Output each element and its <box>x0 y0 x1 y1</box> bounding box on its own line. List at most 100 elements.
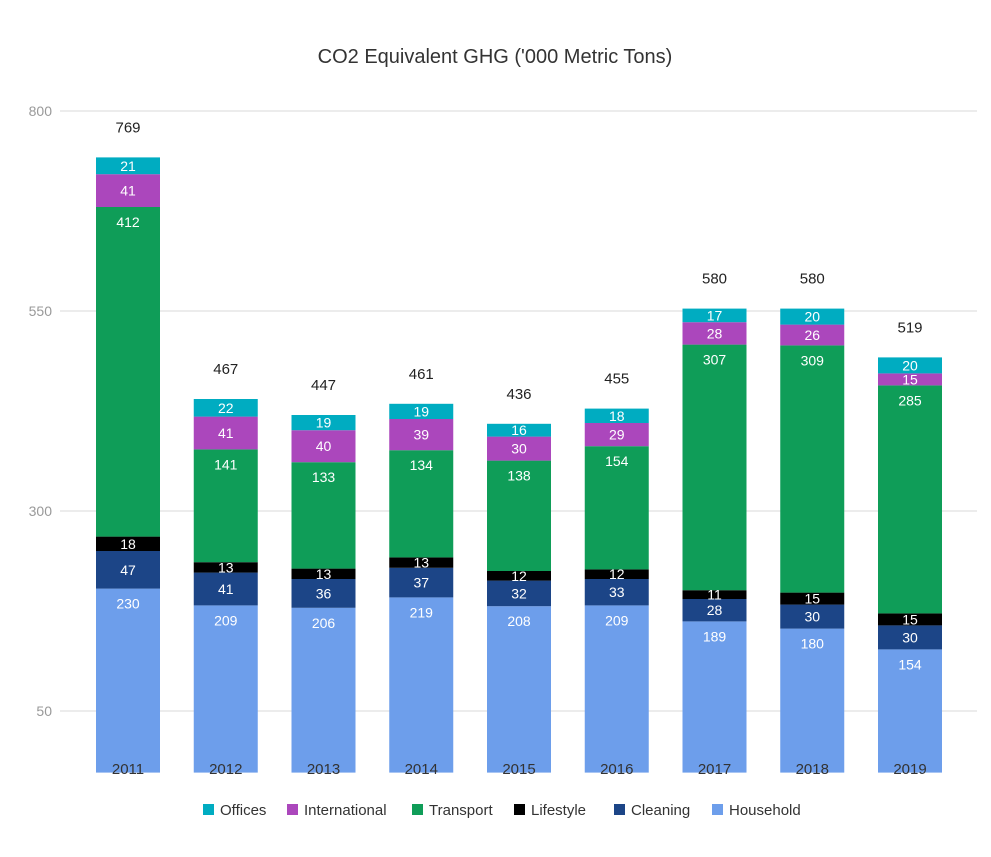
bar-segment-offices <box>389 403 454 419</box>
segment-value-label: 41 <box>218 581 234 597</box>
legend-label-international: International <box>304 802 387 819</box>
segment-value-label: 309 <box>801 352 825 368</box>
segment-value-label: 20 <box>804 309 820 325</box>
bar-segment-transport <box>780 345 845 593</box>
bar-segment-lifestyle <box>193 562 258 573</box>
x-tick-label: 2014 <box>405 761 438 778</box>
bar-segment-transport <box>291 462 356 569</box>
bars <box>96 157 942 773</box>
bar-total-label: 580 <box>702 271 727 288</box>
segment-value-label: 13 <box>316 566 332 582</box>
x-tick-label: 2011 <box>112 761 144 778</box>
bar-segment-household <box>682 621 747 773</box>
segment-value-label: 28 <box>707 602 723 618</box>
segment-value-label: 18 <box>120 536 136 552</box>
bar-segment-lifestyle <box>291 568 356 579</box>
bar-segment-cleaning <box>389 567 454 598</box>
segment-value-label: 134 <box>410 457 434 473</box>
legend-swatch-cleaning <box>614 804 625 815</box>
y-axis-ticks: 50 300 550 800 <box>29 103 53 719</box>
segment-value-label: 13 <box>413 555 429 571</box>
bar-segment-cleaning <box>584 579 649 606</box>
bar-segment-lifestyle <box>487 571 551 581</box>
segment-value-label: 36 <box>316 585 332 601</box>
y-tick-label: 550 <box>29 303 53 319</box>
bar-segment-transport <box>682 344 747 591</box>
segment-value-label: 206 <box>312 615 336 631</box>
bar-segment-lifestyle <box>96 536 160 551</box>
legend-swatch-lifestyle <box>514 804 525 815</box>
segment-value-label: 19 <box>316 415 332 431</box>
segment-value-label: 47 <box>120 562 136 578</box>
segment-value-label: 16 <box>511 422 527 438</box>
bar-segment-household <box>780 628 845 773</box>
bar-total-label: 436 <box>506 386 531 403</box>
y-tick-label: 800 <box>29 103 53 119</box>
legend-swatch-international <box>287 804 298 815</box>
bar-segment-international <box>487 436 551 461</box>
segment-value-label: 208 <box>507 613 531 629</box>
segment-value-label: 209 <box>214 612 238 628</box>
segment-value-label: 15 <box>902 371 918 387</box>
legend-label-cleaning: Cleaning <box>631 802 690 819</box>
bar-segment-international <box>780 324 845 346</box>
segment-value-label: 41 <box>218 425 234 441</box>
bar-total-label: 447 <box>311 377 336 394</box>
bar-segment-international <box>682 322 747 345</box>
chart-title: CO2 Equivalent GHG ('000 Metric Tons) <box>318 46 673 68</box>
x-tick-label: 2016 <box>600 761 633 778</box>
bar-segment-offices <box>584 408 649 423</box>
legend-swatch-household <box>712 804 723 815</box>
legend: Offices International Transport Lifestyle Cl… <box>203 802 801 819</box>
bar-total-label: 519 <box>897 319 922 336</box>
bar-segment-transport <box>878 385 942 614</box>
segment-value-label: 15 <box>804 591 820 607</box>
segment-value-label: 412 <box>116 214 140 230</box>
bar-segment-cleaning <box>96 551 160 589</box>
bar-segment-lifestyle <box>878 613 942 626</box>
bar-segment-lifestyle <box>780 592 845 605</box>
segment-value-label: 29 <box>609 427 625 443</box>
bar-segment-cleaning <box>878 625 942 650</box>
bar-segment-offices <box>193 399 258 417</box>
bar-total-label: 769 <box>115 119 140 136</box>
segment-value-label: 22 <box>218 400 234 416</box>
bar-segment-international <box>291 430 356 463</box>
segment-value-label: 154 <box>898 656 922 672</box>
x-tick-label: 2017 <box>698 761 731 778</box>
legend-label-household: Household <box>729 802 801 819</box>
segment-value-label: 230 <box>116 596 140 612</box>
segment-value-label: 30 <box>902 629 918 645</box>
segment-value-label: 12 <box>609 566 625 582</box>
bar-segment-lifestyle <box>584 569 649 579</box>
bar-segment-international <box>193 416 258 450</box>
segment-value-label: 21 <box>120 158 136 174</box>
x-tick-label: 2019 <box>893 761 926 778</box>
legend-label-lifestyle: Lifestyle <box>531 802 586 819</box>
bar-segment-household <box>584 605 649 773</box>
bar-total-label: 461 <box>409 366 434 383</box>
bar-segment-cleaning <box>487 580 551 607</box>
bar-segment-household <box>878 649 942 773</box>
segment-value-label: 141 <box>214 456 238 472</box>
segment-value-label: 138 <box>507 468 531 484</box>
segment-value-label: 37 <box>413 575 429 591</box>
segment-value-label: 12 <box>511 568 527 584</box>
segment-value-label: 11 <box>707 587 722 603</box>
legend-label-transport: Transport <box>429 802 493 819</box>
bar-segment-offices <box>878 357 942 374</box>
segment-value-label: 33 <box>609 584 625 600</box>
total-labels: 769 467 447 461 436 455 580 580 519 <box>115 119 922 402</box>
segment-value-label: 15 <box>902 611 918 627</box>
segment-value-label: 17 <box>707 307 723 323</box>
y-tick-label: 300 <box>29 503 53 519</box>
segment-value-label: 307 <box>703 352 727 368</box>
x-tick-label: 2013 <box>307 761 340 778</box>
x-tick-label: 2012 <box>209 761 242 778</box>
segment-value-label: 209 <box>605 612 629 628</box>
bar-segment-international <box>584 423 649 447</box>
bar-segment-lifestyle <box>389 557 454 568</box>
segment-value-label: 20 <box>902 357 918 373</box>
bar-segment-cleaning <box>780 604 845 629</box>
bar-segment-offices <box>487 423 551 437</box>
